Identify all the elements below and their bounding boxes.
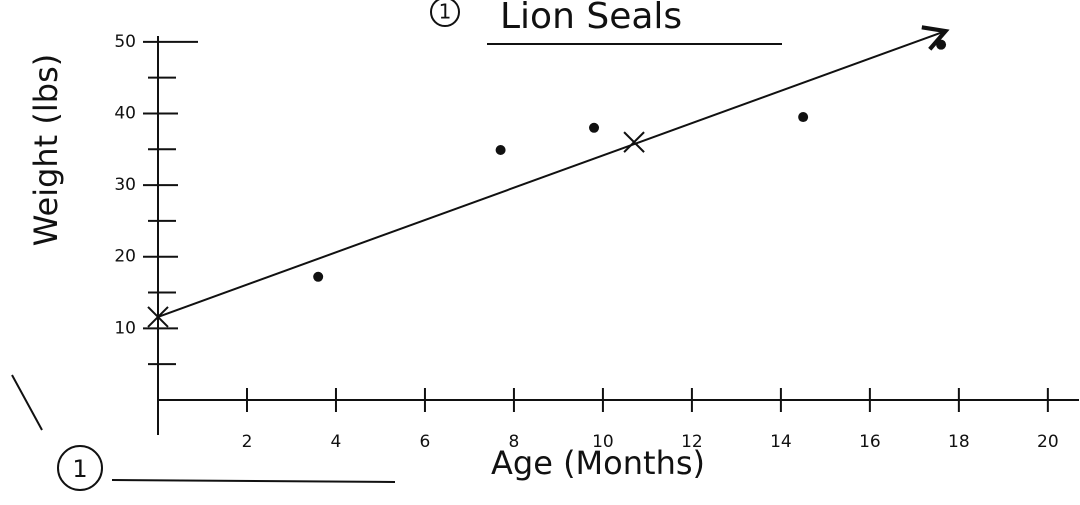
x-tick-label: 18 [948, 432, 970, 452]
x-tick-label: 16 [859, 432, 881, 452]
y-tick-label: 10 [114, 318, 136, 338]
data-point [313, 272, 323, 282]
y-tick-label: 20 [114, 247, 136, 267]
data-point [589, 123, 599, 133]
x-tick-label: 12 [681, 432, 703, 452]
chart-title: Lion Seals [500, 0, 682, 37]
x-tick-label: 14 [770, 432, 792, 452]
chart: 1 Lion Seals Weight (lbs) Age (Months) 1… [0, 0, 1080, 505]
pen-stroke [12, 375, 42, 430]
trend-line [158, 31, 946, 317]
y-axis-title: Weight (lbs) [27, 54, 65, 247]
problem-number: 1 [72, 455, 87, 483]
answer-line [112, 480, 395, 482]
x-tick-label: 20 [1037, 432, 1059, 452]
y-tick-label: 50 [114, 32, 136, 52]
data-point [496, 145, 506, 155]
x-tick-label: 8 [509, 432, 520, 452]
data-point [936, 40, 946, 50]
title-number: 1 [439, 0, 452, 24]
y-tick-label: 30 [114, 175, 136, 195]
x-tick-label: 6 [420, 432, 431, 452]
y-tick-label: 40 [114, 103, 136, 123]
x-tick-label: 10 [592, 432, 614, 452]
data-point [798, 112, 808, 122]
x-tick-label: 4 [331, 432, 342, 452]
x-tick-label: 2 [242, 432, 253, 452]
